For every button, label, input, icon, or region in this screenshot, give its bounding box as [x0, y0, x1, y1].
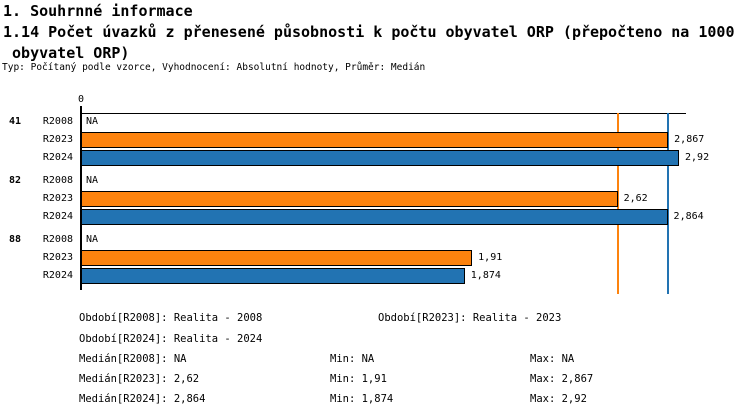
group-label-88: 88: [9, 234, 22, 245]
value-label-88-R2008: NA: [86, 234, 99, 245]
legend-min-r2008: Min: NA: [330, 353, 375, 365]
bar-82-R2024: [81, 209, 668, 225]
legend-obdobi-r2024: Období[R2024]: Realita - 2024: [79, 333, 263, 345]
group-label-41: 41: [9, 116, 22, 127]
legend-obdobi-r2008: Období[R2008]: Realita - 2008: [79, 312, 263, 324]
row-label-88-R2023: R2023: [42, 252, 73, 263]
median-r2023-line: [616, 113, 619, 294]
legend-median-r2023: Medián[R2023]: 2,62: [79, 373, 200, 385]
row-label-41-R2008: R2008: [42, 116, 73, 127]
bar-41-R2023: [81, 132, 669, 148]
value-label-88-R2024: 1,874: [470, 270, 501, 281]
row-label-88-R2024: R2024: [42, 270, 73, 281]
value-label-82-R2024: 2,864: [673, 211, 704, 222]
legend-max-r2024: Max: 2,92: [530, 393, 587, 405]
row-label-82-R2024: R2024: [42, 211, 73, 222]
value-label-88-R2023: 1,91: [478, 252, 503, 263]
group-label-82: 82: [9, 175, 22, 186]
legend-median-r2008: Medián[R2008]: NA: [79, 353, 187, 365]
legend-max-r2008: Max: NA: [530, 353, 575, 365]
chart-subtitle: Typ: Počítaný podle vzorce, Vyhodnocení:…: [2, 62, 426, 73]
value-label-82-R2008: NA: [86, 175, 99, 186]
value-label-41-R2023: 2,867: [674, 134, 705, 145]
legend-min-r2023: Min: 1,91: [330, 373, 387, 385]
bar-88-R2024: [81, 268, 465, 284]
legend-obdobi-r2023: Období[R2023]: Realita - 2023: [378, 312, 562, 324]
bar-88-R2023: [81, 250, 473, 266]
legend-median-r2024: Medián[R2024]: 2,864: [79, 393, 206, 405]
legend-min-r2024: Min: 1,874: [330, 393, 394, 405]
row-label-82-R2023: R2023: [42, 193, 73, 204]
chart-title-line1: 1.14 Počet úvazků z přenesené působnosti…: [3, 23, 735, 41]
row-label-82-R2008: R2008: [42, 175, 73, 186]
chart-top-border: [81, 113, 686, 114]
bar-82-R2023: [81, 191, 618, 207]
bar-41-R2024: [81, 150, 680, 166]
row-label-41-R2024: R2024: [42, 152, 73, 163]
row-label-41-R2023: R2023: [42, 134, 73, 145]
value-label-82-R2023: 2,62: [623, 193, 648, 204]
row-label-88-R2008: R2008: [42, 234, 73, 245]
section-title: 1. Souhrnné informace: [3, 2, 193, 20]
legend-max-r2023: Max: 2,867: [530, 373, 594, 385]
value-label-41-R2008: NA: [86, 116, 99, 127]
median-r2024-line: [666, 113, 669, 294]
chart-title-line2: obyvatel ORP): [3, 44, 130, 62]
value-label-41-R2024: 2,92: [685, 152, 710, 163]
x-axis-zero-tick-label: 0: [77, 94, 85, 105]
